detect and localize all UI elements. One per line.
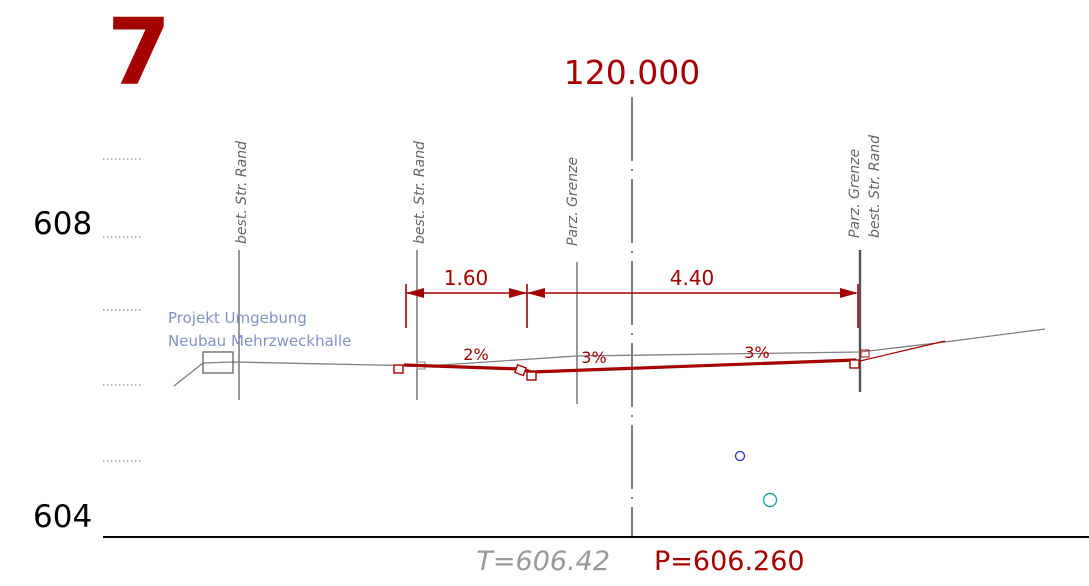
dimension-right: 4.40	[670, 266, 715, 290]
project-surface-line	[403, 358, 857, 374]
dimension-lines	[405, 284, 859, 328]
dimension-left: 1.60	[444, 266, 489, 290]
project-point-markers	[393, 359, 860, 381]
slope-label-2: 3%	[581, 348, 606, 367]
reference-lines	[238, 250, 862, 404]
right-slope-line	[859, 340, 946, 362]
label-right-edge: best. Str. Rand	[867, 135, 883, 238]
terrain-height-label: T=606.42	[476, 546, 610, 577]
elevation-ticks	[103, 158, 141, 462]
elevation-label-lower: 604	[33, 499, 92, 535]
label-road-edge: best. Str. Rand	[412, 141, 428, 244]
project-note-line1: Projekt Umgebung	[168, 309, 307, 327]
station-label: 120.000	[564, 53, 700, 92]
slope-label-1: 2%	[463, 345, 488, 364]
project-note-line2: Neubau Mehrzweckhalle	[168, 332, 351, 350]
section-number: 7	[107, 0, 171, 106]
teal-point-marker	[762, 492, 778, 508]
blue-point-marker	[734, 450, 746, 462]
label-right-parcel: Parz. Grenze	[847, 149, 863, 238]
terrain-point-marker-right	[860, 349, 870, 358]
elevation-label-upper: 608	[33, 206, 92, 242]
slope-label-3: 3%	[744, 343, 769, 362]
existing-structure-box	[202, 351, 234, 374]
project-height-label: P=606.260	[654, 546, 805, 577]
label-parcel-left: Parz. Grenze	[565, 157, 581, 246]
label-left-edge: best. Str. Rand	[234, 141, 250, 244]
terrain-line	[173, 328, 1046, 387]
